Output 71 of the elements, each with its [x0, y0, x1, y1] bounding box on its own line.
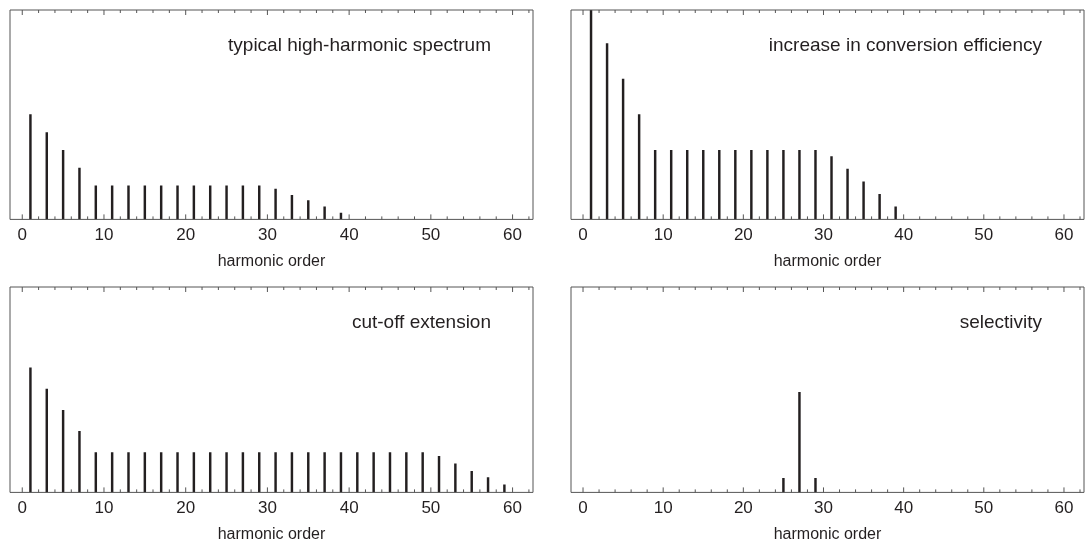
- x-tick-label: 50: [974, 498, 994, 518]
- x-tick-label: 20: [733, 498, 753, 518]
- x-tick-label: 10: [94, 498, 114, 518]
- bar: [814, 149, 817, 220]
- x-tick-label: 60: [1054, 498, 1074, 518]
- bar: [323, 452, 326, 493]
- x-tick-label: 50: [421, 498, 441, 518]
- x-tick-label: 0: [17, 498, 27, 518]
- x-tick-label: 50: [421, 225, 441, 245]
- x-tick-label: 60: [503, 225, 523, 245]
- x-tick-label: 40: [894, 225, 914, 245]
- x-axis-title: harmonic order: [773, 251, 882, 269]
- x-tick-label: 40: [339, 225, 359, 245]
- bar: [734, 149, 737, 220]
- bar: [127, 185, 130, 220]
- chart-title: typical high-harmonic spectrum: [228, 34, 491, 56]
- bar: [225, 452, 228, 493]
- chart-title: cut-off extension: [351, 311, 491, 333]
- x-tick-label: 0: [578, 225, 588, 245]
- bar: [274, 452, 277, 493]
- bar: [750, 149, 753, 220]
- x-tick-label: 40: [339, 498, 359, 518]
- x-tick-label: 10: [653, 225, 673, 245]
- bar: [421, 452, 424, 493]
- x-tick-label: 30: [814, 225, 833, 245]
- x-tick-label: 30: [814, 498, 833, 518]
- bar: [830, 156, 833, 220]
- x-axis-title: harmonic order: [217, 524, 326, 542]
- x-tick-label: 20: [733, 225, 753, 245]
- x-tick-label: 30: [257, 498, 277, 518]
- x-tick-label: 60: [503, 498, 523, 518]
- bar: [78, 167, 81, 220]
- bar: [356, 452, 359, 493]
- chart-title: selectivity: [959, 311, 1043, 333]
- bar: [503, 484, 506, 493]
- bar: [372, 452, 375, 493]
- x-tick-label: 10: [94, 225, 114, 245]
- bar: [274, 188, 277, 220]
- bar: [29, 114, 32, 220]
- bar: [127, 452, 130, 493]
- text: increase in conversion efficiency: [768, 34, 1043, 56]
- bar: [766, 149, 769, 220]
- x-tick-label: 60: [1054, 225, 1074, 245]
- bar: [176, 452, 179, 493]
- x-tick-label: 0: [578, 498, 588, 518]
- bar: [454, 463, 457, 493]
- x-tick-label: 20: [176, 498, 196, 518]
- x-tick-label: 0: [17, 225, 27, 245]
- bar: [862, 181, 865, 220]
- x-tick-label: 10: [653, 498, 673, 518]
- bar: [782, 149, 785, 220]
- bar: [307, 200, 310, 220]
- x-axis-title: harmonic order: [217, 251, 326, 269]
- bar: [846, 168, 849, 220]
- bar: [29, 367, 32, 493]
- x-tick-label: 40: [894, 498, 914, 518]
- bar: [307, 452, 310, 493]
- x-tick-label: 30: [257, 225, 277, 245]
- bar: [798, 149, 801, 220]
- bar: [405, 452, 408, 493]
- bar: [225, 185, 228, 220]
- bar: [323, 206, 326, 220]
- bar: [718, 149, 721, 220]
- bar: [176, 185, 179, 220]
- bar: [878, 193, 881, 220]
- x-tick-label: 20: [176, 225, 196, 245]
- bar: [78, 431, 81, 493]
- bar: [470, 470, 473, 493]
- x-axis-title: harmonic order: [773, 524, 882, 542]
- bar: [894, 206, 897, 220]
- x-tick-label: 50: [974, 225, 994, 245]
